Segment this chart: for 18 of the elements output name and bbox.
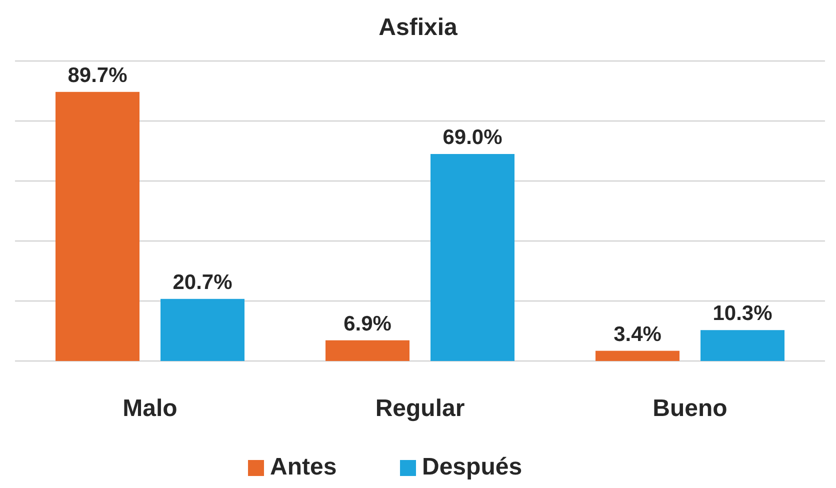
bar [56, 92, 140, 361]
x-tick-label: Regular [375, 395, 465, 422]
data-label: 89.7% [68, 64, 128, 87]
bar [430, 154, 514, 361]
data-label: 69.0% [442, 126, 503, 149]
bar [596, 350, 680, 361]
legend-label: Después [422, 453, 522, 480]
bar [326, 340, 410, 361]
data-label: 3.4% [614, 322, 662, 346]
data-label: 10.3% [712, 302, 773, 326]
data-label: 20.7% [172, 270, 233, 294]
x-tick-label: Bueno [652, 395, 728, 422]
legend-label: Antes [270, 453, 337, 480]
chart-title: Asfixia [378, 14, 458, 41]
x-tick-label: Malo [122, 395, 178, 422]
data-label: 6.9% [344, 312, 392, 336]
bar [160, 298, 244, 361]
bar [700, 330, 784, 361]
